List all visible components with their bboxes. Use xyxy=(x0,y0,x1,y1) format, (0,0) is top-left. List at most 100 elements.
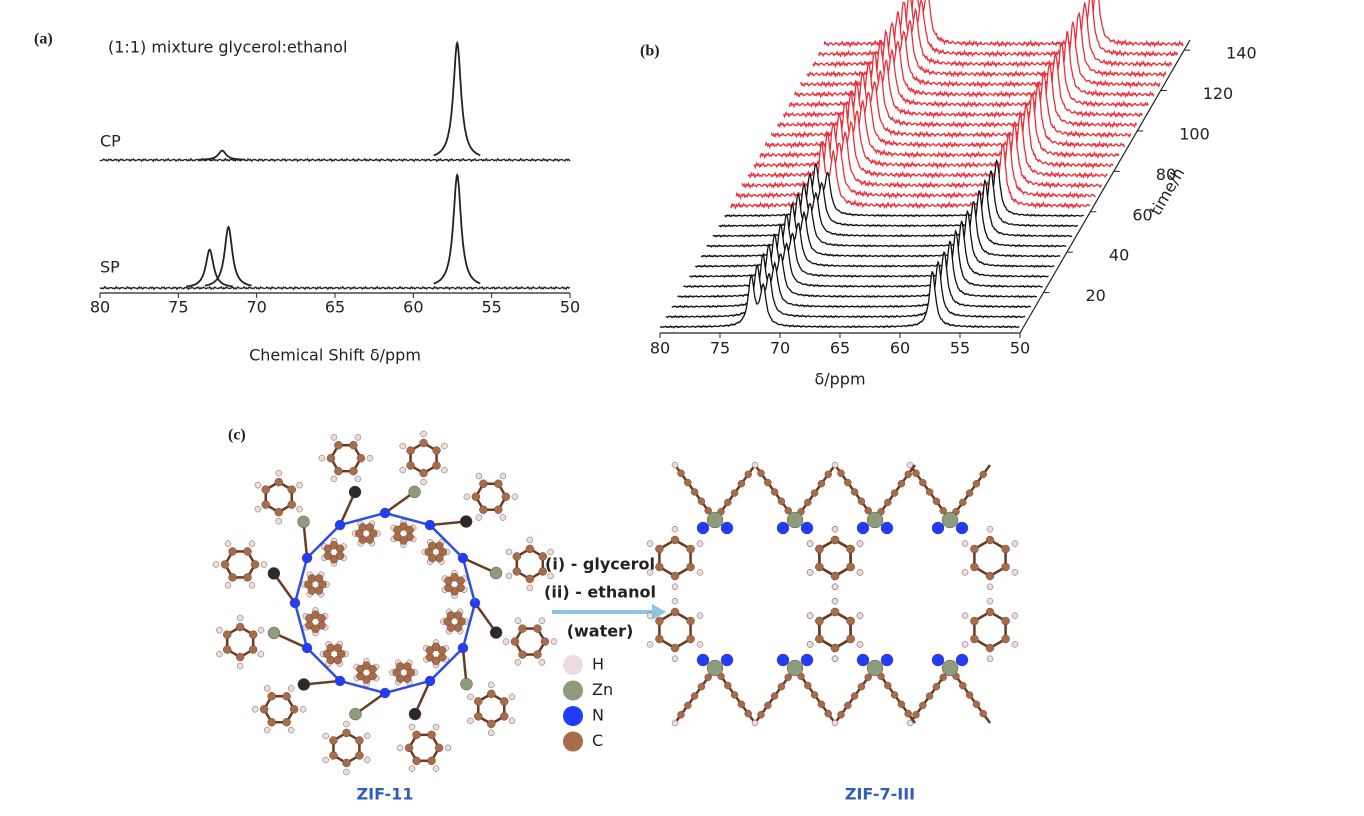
atom xyxy=(322,732,329,740)
x-tick-label: 60 xyxy=(403,298,423,317)
atom xyxy=(720,521,734,535)
trace xyxy=(724,158,1084,218)
trace xyxy=(700,200,1061,258)
trace xyxy=(735,130,1096,200)
atom xyxy=(856,569,864,576)
atom xyxy=(405,525,414,535)
arrow-head xyxy=(652,604,666,620)
atom xyxy=(267,718,276,727)
z-tick-label: 140 xyxy=(1226,44,1257,63)
atom xyxy=(837,711,845,719)
atom xyxy=(525,574,535,584)
atom xyxy=(846,562,855,572)
atom xyxy=(222,645,232,654)
atom xyxy=(488,729,495,737)
atom xyxy=(985,607,995,617)
atom xyxy=(986,583,994,590)
atom xyxy=(804,498,812,507)
atom xyxy=(274,507,283,517)
atom xyxy=(757,469,765,477)
atom xyxy=(435,553,444,563)
atom xyxy=(671,719,679,727)
x-tick-label: 65 xyxy=(830,339,850,358)
atom xyxy=(301,642,313,654)
atom xyxy=(419,468,428,478)
atom xyxy=(724,498,732,507)
atom xyxy=(932,497,941,505)
atom xyxy=(453,623,463,632)
atom xyxy=(831,719,839,727)
arrow-label: (i) - glycerol xyxy=(545,555,655,574)
atom xyxy=(514,617,522,624)
atom xyxy=(815,562,824,572)
atom xyxy=(941,659,959,677)
legend-swatch xyxy=(563,706,583,726)
atom xyxy=(467,717,474,725)
atom xyxy=(684,701,692,710)
atom xyxy=(844,478,852,487)
atom xyxy=(830,643,840,653)
atom xyxy=(467,693,474,701)
atom xyxy=(547,548,554,556)
atom xyxy=(474,712,483,721)
atom xyxy=(251,706,259,713)
atom xyxy=(354,475,362,483)
atom xyxy=(334,440,343,450)
trace xyxy=(706,189,1067,248)
atom xyxy=(671,598,679,605)
trace xyxy=(689,220,1049,279)
atom xyxy=(671,655,679,662)
atom xyxy=(846,616,855,626)
atom xyxy=(393,525,402,535)
atom xyxy=(919,478,927,487)
atom xyxy=(408,707,422,721)
atom xyxy=(518,624,527,633)
atom xyxy=(479,505,488,514)
atom xyxy=(428,541,437,551)
atom xyxy=(965,489,974,497)
atom xyxy=(831,461,839,469)
atom xyxy=(533,624,542,633)
atom xyxy=(815,544,824,554)
atom xyxy=(844,701,852,710)
atom xyxy=(343,720,350,728)
atom xyxy=(356,453,366,463)
atom xyxy=(334,466,343,476)
z-tick-label: 100 xyxy=(1179,124,1210,143)
structure-label: ZIF-7-III xyxy=(845,785,915,804)
atom xyxy=(815,616,824,626)
bond xyxy=(339,679,386,695)
atom xyxy=(334,675,346,687)
atom xyxy=(919,701,927,710)
panel-label: (a) xyxy=(34,31,53,48)
atom xyxy=(494,505,503,514)
bond xyxy=(293,557,309,604)
atom xyxy=(330,434,338,441)
atom xyxy=(412,756,421,766)
atom xyxy=(355,751,364,760)
atom xyxy=(282,692,291,701)
legend-swatch xyxy=(563,731,583,752)
atom xyxy=(880,653,894,667)
atom xyxy=(806,569,814,576)
z-tick-label: 20 xyxy=(1085,286,1105,305)
trace-fill xyxy=(660,271,1020,333)
atom xyxy=(884,498,892,507)
atom xyxy=(846,634,855,644)
atom xyxy=(764,478,772,487)
atom xyxy=(906,719,914,727)
atom xyxy=(697,683,706,691)
x-tick-label: 55 xyxy=(950,339,970,358)
atom xyxy=(460,677,473,691)
atom xyxy=(326,453,336,463)
atom xyxy=(986,598,994,605)
atom xyxy=(655,544,664,554)
atom xyxy=(817,700,826,708)
bond xyxy=(306,647,341,682)
atom xyxy=(897,700,906,708)
atom xyxy=(354,434,362,441)
atom xyxy=(432,723,440,731)
atom xyxy=(261,485,270,494)
x-tick-label: 50 xyxy=(560,298,580,317)
atom xyxy=(751,461,759,469)
